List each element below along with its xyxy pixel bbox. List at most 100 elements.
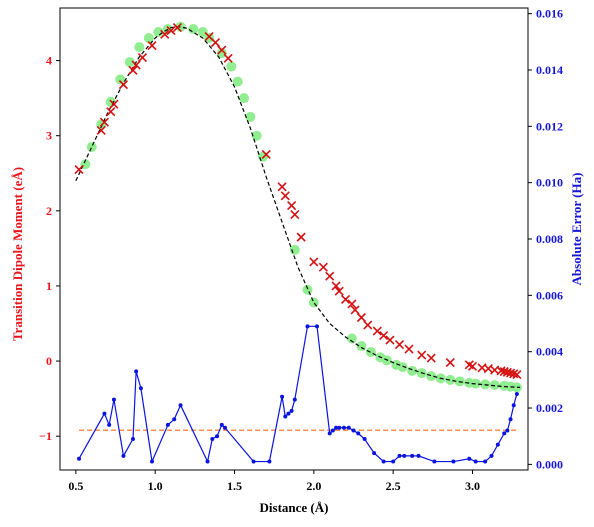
- error-point: [502, 431, 507, 436]
- red-x-marker-point: [287, 201, 297, 211]
- red-x-marker-point: [340, 294, 351, 305]
- error-point: [416, 453, 421, 458]
- y-left-tick-label: 1: [46, 279, 52, 293]
- red-x-marker-point: [445, 358, 455, 368]
- reference-curve-line: [75, 26, 521, 388]
- red-x-marker-point: [509, 369, 519, 379]
- error-point: [283, 414, 288, 419]
- red-x-marker-point: [74, 164, 84, 175]
- error-point: [467, 456, 472, 461]
- green-marker-point: [162, 24, 173, 35]
- green-marker-point: [365, 347, 376, 358]
- green-marker-point: [153, 27, 164, 38]
- green-marker-point: [239, 93, 250, 104]
- red-x-marker-point: [512, 370, 522, 380]
- red-x-marker-point: [372, 326, 382, 336]
- red-x-marker-point: [404, 344, 414, 354]
- y-right-tick-label: 0.014: [536, 63, 563, 77]
- error-point: [121, 453, 126, 458]
- error-point: [505, 428, 510, 433]
- axes-layer: 0.5 1.0 1.5 2.0 2.5 3.0 −1 0 1 2 3 4 0.000 0.002 0.004…: [39, 7, 563, 493]
- green-marker-point: [226, 61, 237, 72]
- error-point: [107, 422, 112, 427]
- red-x-marker-point: [417, 350, 427, 360]
- red-x-marker-point: [363, 320, 373, 330]
- error-point: [356, 431, 361, 436]
- green-marker-point: [445, 374, 456, 385]
- red-x-marker-point: [280, 191, 290, 201]
- error-point: [111, 397, 116, 402]
- error-point: [292, 397, 297, 402]
- y-right-tick-label: 0.000: [536, 457, 563, 471]
- error-point: [473, 459, 478, 464]
- y-left-axis-label: Transition Dipole Moment (eÅ): [10, 167, 25, 341]
- error-point: [372, 451, 377, 456]
- green-marker-point: [397, 362, 408, 373]
- x-axis-label: Distance (Å): [260, 500, 329, 515]
- red-x-marker-point: [331, 281, 341, 291]
- error-point: [289, 408, 294, 413]
- error-point: [130, 437, 135, 442]
- green-marker-point: [124, 57, 135, 68]
- error-point: [402, 453, 407, 458]
- red-x-marker-point: [96, 125, 106, 136]
- error-point: [346, 425, 351, 430]
- green-marker-point: [232, 76, 243, 87]
- red-x-marker-point: [467, 361, 478, 371]
- red-x-marker-point: [318, 262, 328, 272]
- error-point: [215, 434, 220, 439]
- error-point: [305, 324, 310, 329]
- red-x-marker-point: [160, 29, 170, 39]
- error-point: [205, 459, 210, 464]
- error-point: [150, 459, 155, 464]
- green-marker-point: [302, 284, 313, 295]
- x-tick-label: 1.5: [227, 479, 242, 493]
- green-marker-point: [426, 371, 437, 382]
- error-point: [251, 459, 256, 464]
- error-point: [514, 391, 519, 396]
- y-right-tick-label: 0.012: [536, 119, 563, 133]
- red-x-marker-point: [210, 37, 221, 48]
- green-marker-point: [197, 27, 208, 38]
- red-x-marker-point: [128, 65, 138, 75]
- y-left-tick-label: 2: [46, 204, 52, 218]
- error-point: [134, 369, 139, 374]
- y-right-tick-label: 0.016: [536, 7, 563, 21]
- error-point: [222, 425, 227, 430]
- error-point: [286, 411, 291, 416]
- red-x-marker-point: [166, 25, 176, 36]
- red-x-marker-point: [137, 53, 148, 63]
- green-marker-point: [308, 297, 319, 308]
- error-point: [451, 459, 456, 464]
- red-x-marker-point: [356, 312, 366, 323]
- green-marker-point: [188, 24, 199, 35]
- error-point: [362, 437, 367, 442]
- y-left-tick-label: 3: [46, 129, 52, 143]
- y-right-axis-label: Absolute Error (Ha): [569, 173, 584, 286]
- error-point: [330, 428, 335, 433]
- x-tick-label: 3.0: [465, 479, 480, 493]
- green-marker-point: [134, 42, 145, 53]
- green-marker-point: [143, 33, 154, 44]
- error-point: [267, 459, 272, 464]
- green-marker-point: [511, 382, 522, 393]
- error-point: [337, 425, 342, 430]
- error-point: [483, 459, 488, 464]
- error-point: [102, 411, 107, 416]
- y-left-tick-label: −1: [39, 429, 52, 443]
- y-right-tick-label: 0.010: [536, 176, 563, 190]
- error-point: [334, 425, 339, 430]
- x-tick-label: 2.0: [306, 479, 321, 493]
- error-point: [397, 453, 402, 458]
- red-x-marker-point: [379, 330, 389, 341]
- red-x-marker-point: [296, 232, 306, 242]
- red-x-marker-point: [426, 353, 436, 363]
- y-left-tick-label: 4: [46, 54, 52, 68]
- error-point: [511, 403, 516, 408]
- error-point: [351, 428, 356, 433]
- red-x-marker-point: [118, 80, 129, 90]
- x-tick-label: 2.5: [386, 479, 401, 493]
- red-x-marker-point: [334, 286, 344, 296]
